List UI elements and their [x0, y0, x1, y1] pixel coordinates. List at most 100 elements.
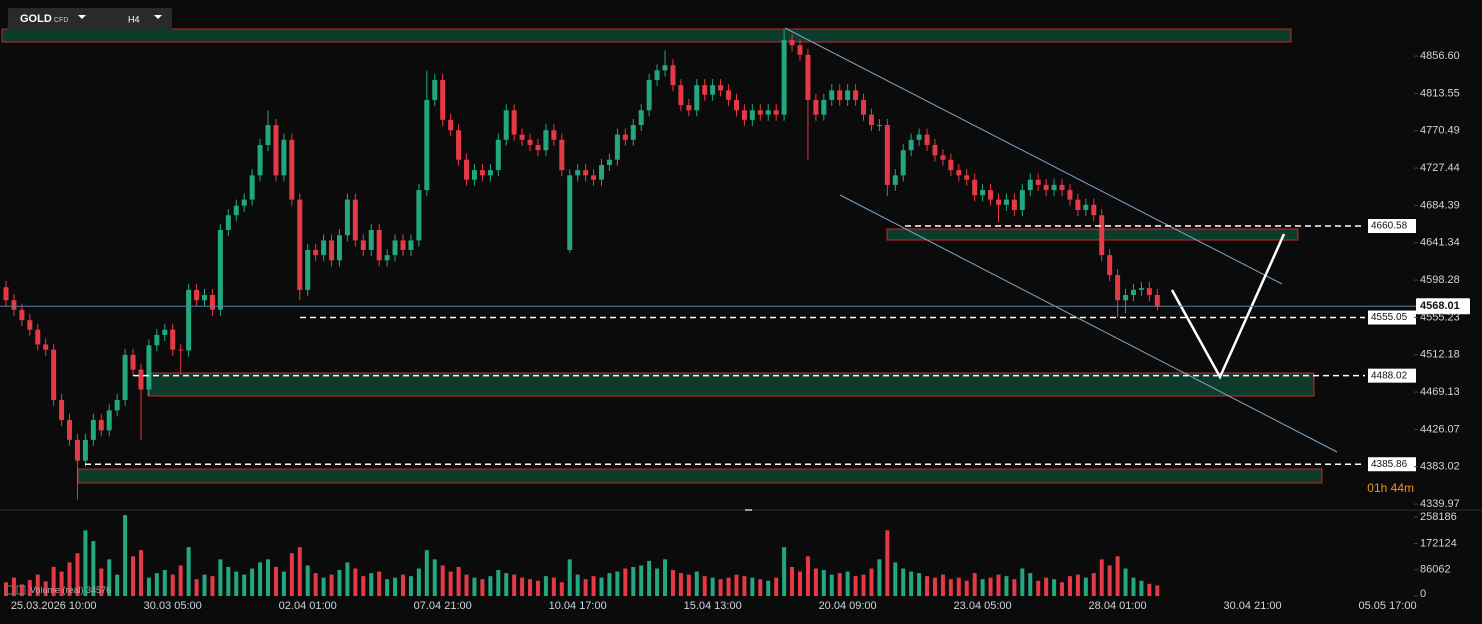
- volume-bar: [670, 570, 675, 596]
- candle-body: [702, 85, 708, 95]
- candle-body: [90, 419, 96, 440]
- dropdown-arrow[interactable]: [78, 15, 86, 19]
- volume-bar: [543, 576, 548, 596]
- volume-bar: [59, 571, 64, 596]
- candle-body: [130, 354, 136, 370]
- volume-bar: [583, 579, 588, 596]
- volume-bar: [813, 568, 818, 596]
- volume-tick-label: 258186: [1420, 511, 1457, 523]
- volume-bar: [472, 577, 477, 596]
- candle-body: [972, 179, 978, 196]
- candle-body: [1130, 289, 1136, 296]
- volume-bar: [11, 577, 16, 596]
- volume-bar: [1044, 577, 1049, 596]
- volume-bar: [607, 573, 612, 596]
- volume-bar: [948, 579, 953, 596]
- volume-last: 34576: [86, 585, 111, 595]
- volume-bar: [464, 574, 469, 596]
- volume-bar: [694, 571, 699, 596]
- candle-body: [630, 125, 636, 140]
- zones: [1, 28, 1323, 484]
- candle-body: [1083, 204, 1089, 211]
- candle-body: [1059, 184, 1065, 191]
- volume-bar: [1083, 577, 1088, 596]
- zone: [886, 228, 1299, 241]
- volume-bar: [258, 562, 263, 596]
- candle-body: [336, 235, 342, 261]
- level-box: [1368, 457, 1416, 472]
- candle-body: [106, 410, 112, 431]
- candle-body: [1091, 204, 1097, 216]
- level-label: 4385.86: [1371, 459, 1408, 470]
- volume-bar: [266, 559, 271, 596]
- y-tick-label: 4512.18: [1420, 349, 1460, 361]
- candle-body: [956, 170, 962, 176]
- candle-body: [487, 170, 493, 176]
- volume-bar: [83, 530, 88, 596]
- candle-body: [813, 99, 819, 115]
- candle-body: [988, 190, 994, 200]
- volume-bar: [567, 559, 572, 596]
- volume-bar: [655, 568, 660, 596]
- symbol[interactable]: GOLD: [20, 13, 52, 25]
- volume-bar: [1036, 580, 1041, 596]
- volume-bar: [35, 574, 40, 596]
- header-box[interactable]: [8, 8, 172, 30]
- candle-body: [146, 345, 152, 390]
- x-tick-label: 25.03.2026 10:00: [11, 600, 97, 612]
- timeframe[interactable]: H4: [128, 14, 140, 24]
- candle-body: [876, 125, 882, 127]
- drawings: [784, 27, 1338, 453]
- candle-body: [297, 199, 303, 290]
- candle-body: [861, 99, 867, 115]
- volume-bar: [432, 559, 437, 596]
- volume-bar: [742, 576, 747, 596]
- volume-bar: [1028, 573, 1033, 596]
- volume-bar: [639, 565, 644, 596]
- zone: [147, 372, 1315, 397]
- candle-body: [543, 130, 549, 151]
- volume-bar: [1067, 576, 1072, 596]
- candle-body: [67, 419, 73, 440]
- volume-bar: [909, 571, 914, 596]
- candle-body: [408, 240, 414, 250]
- candle-body: [670, 65, 676, 86]
- volume-bar: [821, 570, 826, 596]
- zone: [77, 468, 1323, 484]
- x-tick-label: 10.04 17:00: [549, 600, 607, 612]
- volume-bar: [790, 566, 795, 596]
- candle-body: [733, 99, 739, 111]
- candle-body: [162, 329, 168, 335]
- volume-bar: [99, 568, 104, 596]
- candle-body: [400, 240, 406, 250]
- volume-bar: [361, 576, 366, 596]
- x-tick-label: 07.04 21:00: [414, 600, 472, 612]
- candle-body: [138, 369, 144, 390]
- candle-body: [519, 134, 525, 140]
- candle-body: [27, 320, 33, 330]
- volume-bar: [535, 580, 540, 596]
- volume-bar: [43, 581, 48, 596]
- candle-body: [884, 125, 890, 185]
- candle-body: [368, 229, 374, 250]
- volume-bar: [440, 565, 445, 596]
- volume-bar: [305, 565, 310, 596]
- volume-bar: [647, 560, 652, 596]
- y-tick-label: 4684.39: [1420, 199, 1460, 211]
- volume-bar: [1131, 577, 1136, 596]
- candle-body: [964, 175, 970, 180]
- symbol-header[interactable]: GOLD CFD H4: [8, 8, 172, 30]
- candle-body: [900, 150, 906, 176]
- volume-bar: [551, 577, 556, 596]
- overlay: 4568.01 4660.58 4555.05 4488.02 4385.86 01h 4…: [0, 219, 1470, 495]
- candle-body: [797, 45, 803, 55]
- volume-bar: [1107, 565, 1112, 596]
- candle-body: [440, 79, 446, 120]
- volume-bar: [218, 559, 223, 596]
- volume-bar: [393, 577, 398, 596]
- dropdown-arrow[interactable]: [154, 15, 162, 19]
- candle-body: [765, 110, 771, 115]
- volume-bar: [250, 568, 255, 596]
- x-tick-label: 02.04 01:00: [279, 600, 337, 612]
- candle-body: [980, 190, 986, 196]
